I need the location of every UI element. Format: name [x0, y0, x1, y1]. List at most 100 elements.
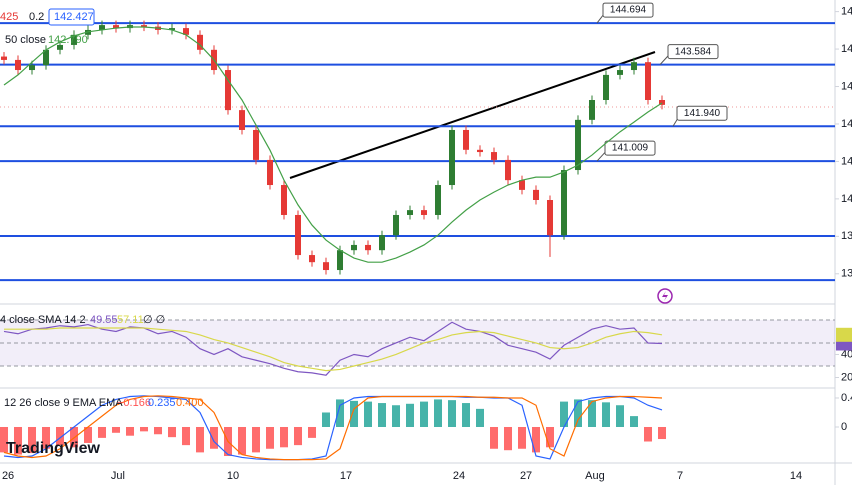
- histogram-bar: [350, 400, 359, 427]
- candle-body: [393, 214, 400, 236]
- histogram-bar: [182, 426, 191, 446]
- histogram-bar: [238, 426, 247, 455]
- ask: 425: [0, 11, 18, 23]
- rsi-ma-legend-value: 57.11: [117, 314, 144, 326]
- y-tick-label: 144.000: [841, 43, 852, 55]
- series-line: [4, 327, 663, 372]
- series-line: [3, 395, 663, 461]
- candle-body: [239, 110, 246, 130]
- branding: TradingView: [6, 440, 101, 457]
- histogram-bar: [658, 426, 667, 440]
- alert-icon-bolt: [662, 291, 668, 301]
- histogram-bar: [406, 403, 415, 427]
- x-tick-label: 17: [340, 470, 352, 482]
- histogram-bar: [560, 401, 569, 427]
- candle-body: [407, 210, 414, 215]
- histogram-bar: [532, 426, 541, 453]
- y-tick-label: 140.000: [841, 193, 852, 205]
- histogram-bar: [126, 426, 135, 436]
- callout-label: 143.584: [675, 46, 712, 57]
- histogram-bar: [378, 403, 387, 427]
- callout-box: [602, 2, 654, 18]
- histogram-bar: [602, 402, 611, 427]
- candle-body: [379, 235, 386, 251]
- x-tick-label: 27: [520, 470, 532, 482]
- histogram-bar: [280, 426, 289, 448]
- candle-body: [463, 129, 470, 150]
- candle-body: [281, 185, 288, 215]
- histogram-bar: [392, 405, 401, 427]
- callout-label: 144.694: [610, 5, 647, 16]
- candle-body: [477, 149, 484, 153]
- spread: 0.2: [29, 11, 44, 23]
- histogram-bar: [476, 408, 485, 427]
- candle-body: [603, 74, 610, 100]
- candle-body: [351, 244, 358, 251]
- histogram-bar: [98, 426, 107, 438]
- histogram-bar: [56, 426, 65, 446]
- x-tick-label: Jul: [111, 470, 125, 482]
- y-tick-label: 138.000: [841, 268, 852, 280]
- series-line: [3, 26, 663, 263]
- histogram-bar: [196, 426, 205, 453]
- callout-box: [604, 140, 656, 156]
- macd-legend: 12 26 close 9 EMA EMA: [4, 397, 123, 409]
- candle-body: [561, 170, 568, 236]
- histogram-bar: [644, 426, 653, 442]
- histogram-bar: [546, 426, 555, 448]
- histogram-bar: [168, 426, 177, 438]
- candle-body: [183, 28, 190, 35]
- candle-body: [491, 152, 498, 160]
- histogram-bar: [588, 400, 597, 427]
- histogram-bar: [266, 426, 275, 449]
- macd-legend-value: −0.166: [117, 397, 151, 409]
- histogram-bar: [140, 426, 149, 432]
- histogram-bar: [518, 426, 527, 449]
- candle-body: [659, 100, 666, 105]
- bid: 142.427: [54, 11, 94, 23]
- candle-body: [645, 62, 652, 100]
- y-tick-label: 40: [841, 348, 852, 360]
- histogram-bar: [462, 403, 471, 427]
- y-tick-label: 139.000: [841, 230, 852, 242]
- candle-body: [589, 100, 596, 120]
- bid-box: [48, 8, 95, 26]
- histogram-bar: [14, 426, 23, 455]
- candle-body: [365, 244, 372, 251]
- x-tick-label: Aug: [585, 470, 605, 482]
- y-tick-label: 0.4: [841, 392, 852, 404]
- candle-body: [57, 44, 64, 50]
- histogram-bar: [252, 426, 261, 453]
- histogram-bar: [364, 401, 373, 427]
- y-tick-label: 143.000: [841, 80, 852, 92]
- histogram-bar: [420, 401, 429, 427]
- candle-body: [99, 25, 106, 30]
- rsi-legend-extra: ∅ ∅: [143, 314, 165, 326]
- candle-body: [547, 200, 554, 236]
- x-tick-label: 10: [227, 470, 239, 482]
- sma-legend-value: 142.790: [48, 34, 88, 46]
- callout-box: [667, 44, 719, 60]
- header: 425 0.2 142.427 50 close 142.790 4 close…: [0, 8, 673, 457]
- candle-body: [505, 159, 512, 181]
- candle-body: [519, 180, 526, 190]
- candle-body: [141, 25, 148, 27]
- candle-body: [617, 70, 624, 75]
- rsi-legend: 4 close SMA 14 2: [0, 314, 86, 326]
- x-tick-label: 14: [790, 470, 802, 482]
- candle-body: [169, 28, 176, 30]
- candle-body: [15, 59, 22, 71]
- histogram-bar: [0, 426, 9, 453]
- candle-body: [267, 159, 274, 186]
- candle-body: [449, 129, 456, 186]
- callout-label: 141.009: [612, 143, 649, 154]
- y-tick-label: 20: [841, 371, 852, 383]
- x-tick-label: 7: [677, 470, 683, 482]
- candle-body: [113, 25, 120, 29]
- histogram-bar: [28, 426, 37, 454]
- candle-body: [197, 34, 204, 50]
- alert-icon[interactable]: [657, 288, 673, 304]
- histogram-bar: [448, 400, 457, 427]
- candle-body: [309, 255, 316, 263]
